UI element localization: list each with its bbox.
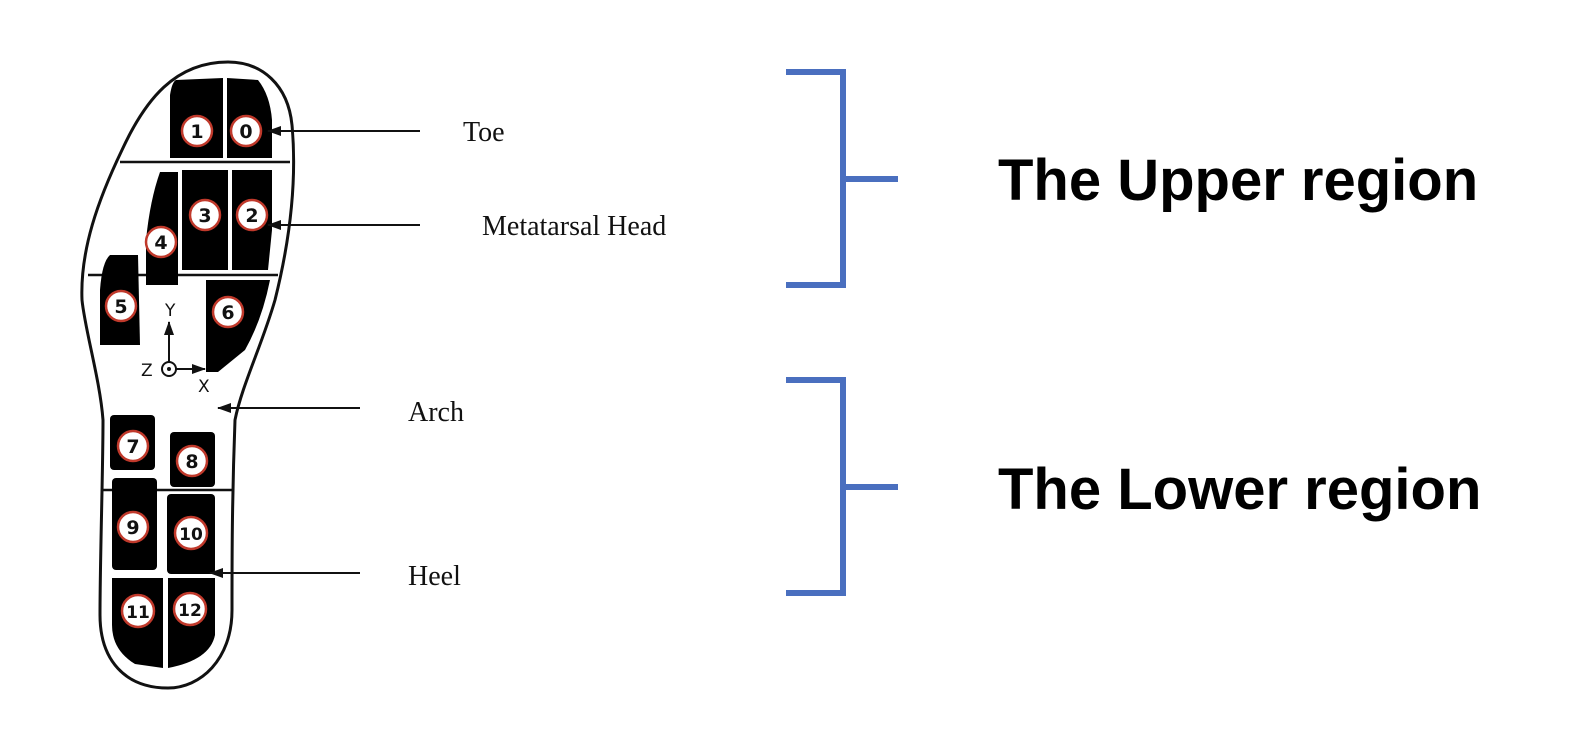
sensor-number-markers: 0 1 2 3 4 5 6 7 8 9 10 11 12 (104, 114, 269, 629)
sensor-marker-10: 10 (173, 515, 209, 551)
svg-text:4: 4 (154, 232, 167, 254)
toe-label: Toe (463, 117, 505, 148)
sensor-marker-2: 2 (235, 198, 269, 232)
svg-text:10: 10 (179, 525, 203, 545)
svg-text:12: 12 (178, 601, 202, 621)
svg-text:1: 1 (190, 121, 203, 143)
svg-text:7: 7 (126, 436, 139, 458)
lower-region-label: The Lower region (998, 457, 1481, 522)
svg-text:9: 9 (126, 517, 139, 539)
sensor-marker-0: 0 (229, 114, 263, 148)
annotation-arrows (209, 126, 420, 578)
svg-text:8: 8 (185, 451, 198, 473)
sensor-marker-3: 3 (188, 198, 222, 232)
upper-region-label: The Upper region (998, 148, 1478, 213)
y-axis-label: Y (164, 301, 176, 321)
arch-label: Arch (408, 397, 464, 428)
svg-text:5: 5 (114, 296, 127, 318)
svg-text:3: 3 (198, 205, 211, 227)
sensor-marker-8: 8 (175, 444, 209, 478)
svg-text:11: 11 (126, 603, 150, 623)
lower-region-bracket (786, 377, 898, 596)
sensor-marker-7: 7 (116, 429, 150, 463)
z-axis-label: Z (141, 361, 153, 381)
sensor-marker-5: 5 (104, 289, 138, 323)
heel-label: Heel (408, 561, 461, 592)
svg-text:2: 2 (245, 205, 258, 227)
sensor-marker-9: 9 (116, 510, 150, 544)
sensor-marker-1: 1 (180, 114, 214, 148)
sensor-marker-11: 11 (120, 593, 156, 629)
svg-text:0: 0 (239, 121, 252, 143)
metatarsal-head-label: Metatarsal Head (482, 211, 666, 242)
coordinate-axes: Y Z X (141, 301, 210, 397)
sensor-marker-4: 4 (144, 225, 178, 259)
sensor-marker-12: 12 (172, 591, 208, 627)
sensor-marker-6: 6 (211, 295, 245, 329)
svg-text:6: 6 (221, 302, 234, 324)
upper-region-bracket (786, 69, 898, 288)
x-axis-label: X (198, 377, 210, 397)
